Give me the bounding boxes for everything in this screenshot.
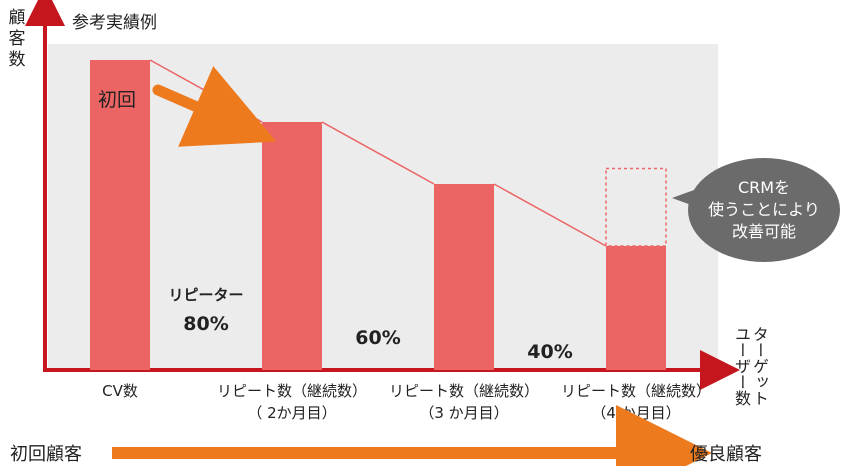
y-axis-label: 顧客数 bbox=[6, 8, 28, 71]
bubble-line-3: 改善可能 bbox=[731, 222, 796, 241]
x-tick-label-2-1: リピート数（継続数） bbox=[217, 382, 367, 400]
x-tick-label-1-1: CV数 bbox=[102, 382, 138, 400]
rate-label-2: 60% bbox=[355, 327, 400, 349]
first-label: 初回 bbox=[98, 89, 136, 111]
first-customer-arrow bbox=[152, 66, 277, 147]
bubble-line-1: CRMを bbox=[737, 178, 791, 197]
bar-4 bbox=[606, 246, 666, 370]
trend-segment-3 bbox=[493, 183, 607, 247]
bubble-line-2: 使うことにより bbox=[708, 200, 820, 219]
x-tick-label-4-2: （4 か月目） bbox=[591, 404, 680, 422]
rate-label-1: 80% bbox=[183, 313, 228, 335]
x-tick-label-3-2: （3 か月目） bbox=[419, 404, 508, 422]
x-tick-label-2-2: （ 2か月目） bbox=[247, 404, 336, 422]
repeater-label: リピーター bbox=[168, 286, 243, 304]
trend-segment-2 bbox=[321, 121, 435, 185]
bar-3 bbox=[434, 184, 494, 370]
x-ticks-layer: CV数 リピート数（継続数） （ 2か月目） リピート数（継続数） （3 か月目） リピー… bbox=[102, 382, 711, 422]
crm-improvement-bubble: CRMを 使うことにより 改善可能 bbox=[672, 158, 840, 262]
rate-label-3: 40% bbox=[527, 341, 572, 363]
x-tick-label-3-1: リピート数（継続数） bbox=[389, 382, 539, 400]
bar-2 bbox=[262, 122, 322, 370]
bottom-right-label: 優良顧客 bbox=[690, 444, 762, 465]
x-axis-label: ターゲットユーザー数 bbox=[732, 326, 769, 406]
chart-title: 参考実績例 bbox=[72, 13, 157, 33]
x-tick-label-4-1: リピート数（継続数） bbox=[561, 382, 711, 400]
y-axis-label-text: 顧客数 bbox=[8, 8, 26, 70]
rates-layer: リピーター 80% 60% 40% bbox=[168, 286, 572, 363]
improvement-potential-box bbox=[605, 167, 667, 247]
bottom-left-label: 初回顧客 bbox=[10, 444, 82, 465]
bars-layer bbox=[90, 60, 667, 370]
bar-1 bbox=[90, 60, 150, 370]
